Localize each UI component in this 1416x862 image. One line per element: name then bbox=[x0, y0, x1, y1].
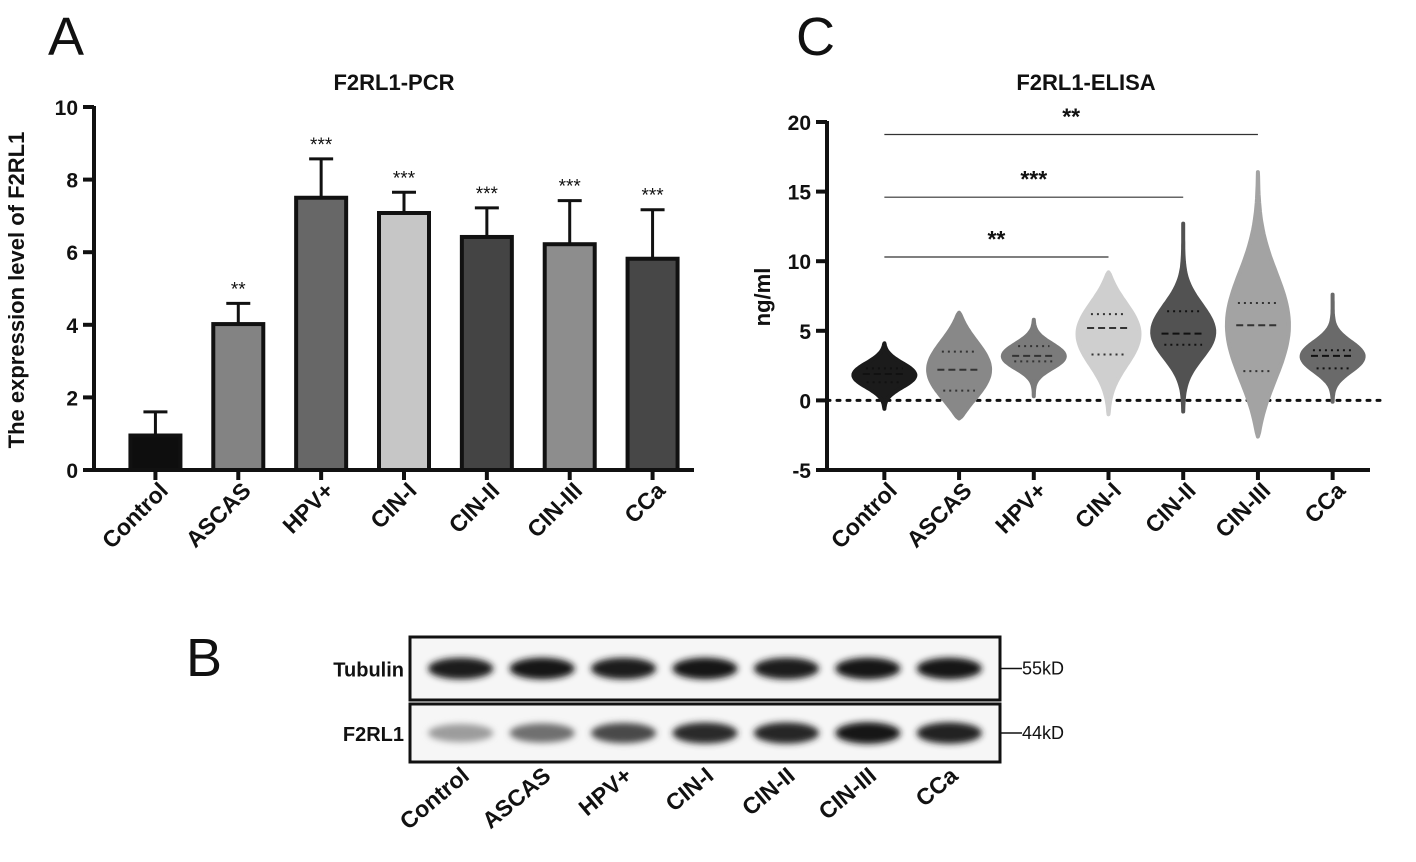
blot-marker-label: 44kD bbox=[1022, 723, 1064, 743]
blot-lane-label: CIN-III bbox=[813, 762, 881, 825]
blot-band-f2rl1 bbox=[835, 722, 901, 744]
chart-c-y-tick-label: 10 bbox=[788, 251, 811, 274]
panel-letter-c: C bbox=[796, 7, 835, 67]
chart-a-bar-hpv bbox=[294, 195, 349, 472]
chart-c-violins bbox=[851, 170, 1366, 439]
chart-a-category-label: Control bbox=[97, 477, 173, 553]
chart-a-significance-label: *** bbox=[393, 168, 416, 189]
chart-a-significance-label: *** bbox=[641, 186, 664, 207]
chart-c-category-label: CIN-III bbox=[1210, 477, 1275, 542]
chart-c-y-axis-label: ng/ml bbox=[750, 268, 775, 327]
panel-a-bar-chart: A F2RL1-PCR The expression level of F2RL… bbox=[4, 7, 694, 553]
chart-a-category-labels: Control ASCAS HPV+ CIN-I CIN-II CIN-III CCa bbox=[97, 470, 670, 553]
chart-c-violin-cin-iii bbox=[1224, 170, 1291, 439]
chart-c-category-label: CIN-I bbox=[1070, 477, 1126, 533]
chart-a-significance-label: *** bbox=[559, 177, 582, 198]
chart-a-y-tick-label: 4 bbox=[66, 315, 78, 338]
blot-lane-label: Control bbox=[395, 762, 474, 834]
blot-lane-label: ASCAS bbox=[477, 762, 555, 834]
chart-c-category-label: CIN-II bbox=[1140, 477, 1201, 538]
chart-a-bar-cin-ii bbox=[459, 234, 514, 472]
chart-c-axes bbox=[825, 121, 1382, 472]
blot-band-f2rl1 bbox=[672, 722, 738, 744]
blot-lane-label: HPV+ bbox=[574, 762, 637, 821]
chart-c-violin-hpv bbox=[1000, 317, 1067, 399]
chart-c-violin-ascas bbox=[926, 310, 993, 421]
chart-c-comparisons: ******* bbox=[884, 104, 1258, 258]
chart-a-significance-label: *** bbox=[476, 184, 499, 205]
chart-a-bar-cin-iii bbox=[542, 242, 597, 472]
chart-c-y-ticks: -5 0 5 10 15 20 bbox=[788, 112, 827, 483]
blot-band-tubulin bbox=[916, 657, 982, 680]
blot-rows: Tubulin 55kD F2RL1 44kD bbox=[333, 635, 1064, 764]
chart-c-category-label: HPV+ bbox=[990, 477, 1051, 538]
blot-band-tubulin bbox=[672, 657, 738, 680]
chart-a-category-label: HPV+ bbox=[277, 477, 338, 538]
blot-band-f2rl1 bbox=[428, 723, 494, 743]
chart-a-title: F2RL1-PCR bbox=[333, 70, 454, 95]
blot-band-tubulin bbox=[428, 657, 494, 680]
blot-lane-labels: Control ASCAS HPV+ CIN-I CIN-II CIN-III CCa bbox=[395, 762, 963, 835]
chart-c-y-tick-label: -5 bbox=[792, 460, 811, 483]
chart-a-bar-ascas bbox=[211, 322, 266, 472]
chart-a-y-axis-label: The expression level of F2RL1 bbox=[4, 132, 29, 449]
blot-row-label: Tubulin bbox=[333, 660, 404, 682]
chart-a-bar-cca bbox=[625, 256, 680, 473]
panel-letter-a: A bbox=[48, 7, 84, 67]
chart-a-y-tick-label: 2 bbox=[66, 387, 78, 410]
chart-c-y-tick-label: 15 bbox=[788, 182, 812, 205]
chart-a-y-tick-label: 8 bbox=[66, 170, 78, 193]
chart-c-comparison-label: *** bbox=[1020, 166, 1047, 192]
chart-a-y-tick-label: 6 bbox=[66, 242, 78, 265]
blot-band-f2rl1 bbox=[591, 722, 657, 744]
chart-a-y-tick-label: 0 bbox=[66, 460, 78, 483]
blot-lane-label: CCa bbox=[911, 762, 963, 812]
chart-c-category-labels: Control ASCAS HPV+ CIN-I CIN-II CIN-III CCa bbox=[826, 470, 1350, 553]
chart-c-category-label: CCa bbox=[1299, 477, 1350, 528]
chart-c-category-label: Control bbox=[826, 477, 902, 553]
chart-c-violin-cca bbox=[1299, 292, 1366, 404]
chart-a-category-label: CCa bbox=[619, 477, 670, 528]
blot-band-tubulin bbox=[591, 657, 657, 680]
chart-a-bars: *********** *** *** bbox=[128, 135, 680, 473]
chart-c-title: F2RL1-ELISA bbox=[1016, 70, 1155, 95]
panel-letter-b: B bbox=[186, 628, 222, 688]
chart-a-bar-cin-i bbox=[377, 210, 431, 472]
chart-a-significance-label: ** bbox=[231, 279, 246, 300]
blot-band-tubulin bbox=[509, 657, 575, 680]
chart-a-category-label: CIN-III bbox=[522, 477, 587, 542]
chart-a-significance-label: *** bbox=[310, 135, 333, 156]
chart-c-comparison-label: ** bbox=[987, 226, 1005, 252]
chart-c-y-tick-label: 5 bbox=[799, 321, 811, 344]
chart-c-violin-cin-ii bbox=[1150, 221, 1217, 414]
chart-a-y-ticks: 0 2 4 6 8 10 bbox=[55, 97, 94, 483]
blot-marker-label: 55kD bbox=[1022, 659, 1064, 679]
chart-c-violin-cin-i bbox=[1075, 270, 1142, 417]
blot-row-label: F2RL1 bbox=[343, 724, 404, 746]
blot-band-f2rl1 bbox=[916, 722, 982, 744]
chart-a-category-label: CIN-I bbox=[365, 477, 421, 533]
blot-lane-label: CIN-I bbox=[660, 762, 718, 816]
chart-c-y-tick-label: 20 bbox=[788, 112, 811, 135]
chart-c-comparison-label: ** bbox=[1062, 104, 1080, 130]
blot-band-f2rl1 bbox=[753, 722, 820, 744]
chart-c-y-tick-label: 0 bbox=[799, 390, 811, 413]
blot-band-tubulin bbox=[753, 657, 820, 680]
chart-a-y-tick-label: 10 bbox=[55, 97, 78, 120]
blot-band-f2rl1 bbox=[509, 723, 575, 743]
chart-a-category-label: CIN-II bbox=[444, 477, 505, 538]
blot-band-tubulin bbox=[835, 657, 901, 680]
chart-a-category-label: ASCAS bbox=[181, 477, 256, 552]
chart-a-bar-control bbox=[128, 433, 183, 473]
chart-c-violin-control bbox=[851, 341, 918, 411]
chart-c-category-label: ASCAS bbox=[901, 477, 976, 552]
blot-lane-label: CIN-II bbox=[737, 762, 800, 821]
